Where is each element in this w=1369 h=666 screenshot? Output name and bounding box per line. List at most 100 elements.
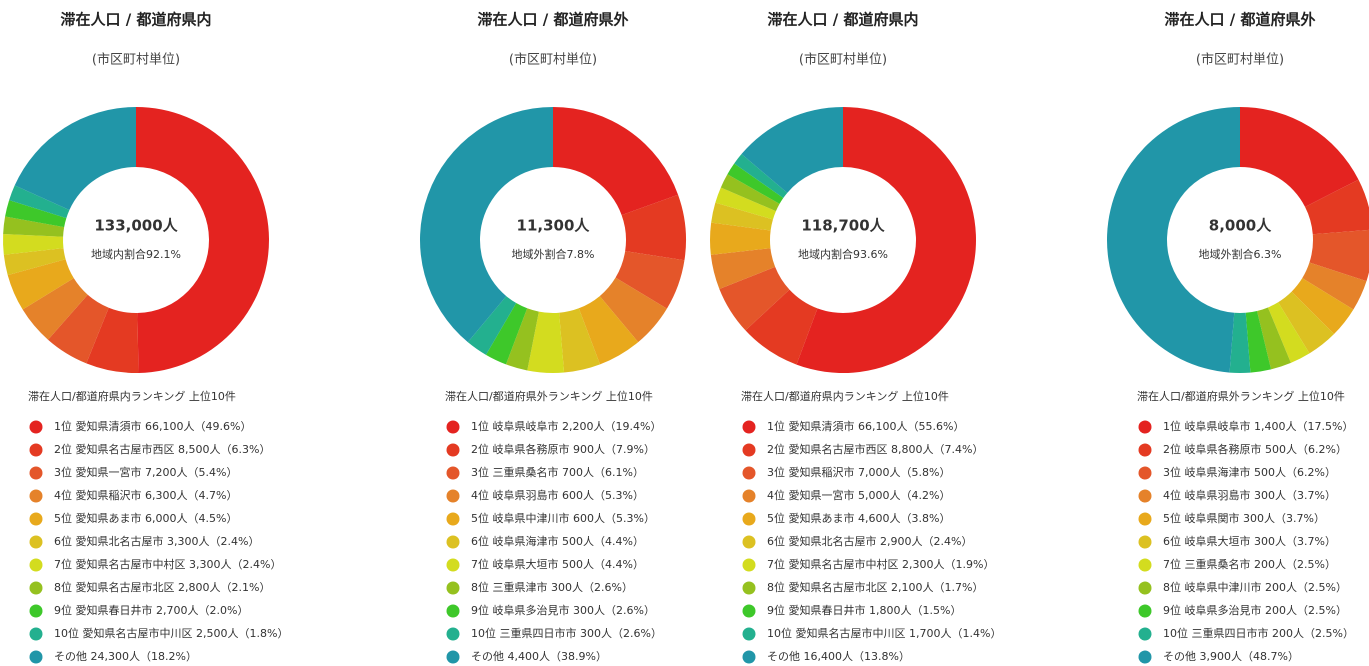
legend-entry: 4位 愛知県一宮市 5,000人（4.2%） bbox=[767, 488, 950, 502]
center-total: 133,000人 bbox=[94, 217, 178, 235]
legend-value: 200人 bbox=[1265, 604, 1297, 617]
donut-slice bbox=[615, 251, 685, 309]
legend-value: 7,000人 bbox=[858, 466, 901, 479]
legend-entry: その他 16,400人（13.8%） bbox=[767, 650, 910, 663]
legend-value: 6,300人 bbox=[145, 489, 188, 502]
legend-name: 2位 岐阜県各務原市 bbox=[1163, 442, 1262, 456]
donut-slice bbox=[745, 289, 818, 365]
legend-entry: 2位 岐阜県各務原市 900人（7.9%） bbox=[471, 442, 655, 456]
chart-title: 滞在人口 / 都道府県外 bbox=[1165, 11, 1316, 29]
legend-percent: （49.6%） bbox=[195, 420, 252, 433]
donut-slice bbox=[796, 107, 976, 373]
legend-percent: （2.5%） bbox=[1297, 604, 1347, 617]
legend-entry: 7位 岐阜県大垣市 500人（4.4%） bbox=[471, 557, 644, 571]
legend-value: 600人 bbox=[573, 512, 605, 525]
legend-entry: 8位 愛知県名古屋市北区 2,100人（1.7%） bbox=[767, 580, 983, 594]
legend-value: 300人 bbox=[551, 581, 583, 594]
legend-percent: （1.7%） bbox=[934, 581, 984, 594]
legend-entry: 2位 岐阜県各務原市 500人（6.2%） bbox=[1163, 442, 1347, 456]
legend-name: 2位 愛知県名古屋市西区 bbox=[54, 442, 175, 456]
legend-percent: （4.2%） bbox=[901, 489, 951, 502]
legend-entry: 1位 岐阜県岐阜市 2,200人（19.4%） bbox=[471, 419, 661, 433]
legend-dot bbox=[29, 512, 43, 526]
legend-percent: （6.3%） bbox=[221, 443, 271, 456]
ranking-title: 滞在人口/都道府県内ランキング 上位10件 bbox=[741, 389, 949, 403]
legend-dot bbox=[29, 535, 43, 549]
legend-value: 300人 bbox=[1254, 535, 1286, 548]
legend-dot bbox=[742, 558, 756, 572]
center-share: 地域内割合93.6% bbox=[798, 247, 888, 261]
legend-dot bbox=[446, 443, 460, 457]
legend-dot bbox=[29, 581, 43, 595]
legend-value: 300人 bbox=[580, 627, 612, 640]
legend-percent: （2.1%） bbox=[221, 581, 271, 594]
donut-slice bbox=[1302, 262, 1367, 310]
legend-dot bbox=[1138, 420, 1152, 434]
legend-value: 300人 bbox=[1254, 489, 1286, 502]
legend-entry: 10位 三重県四日市市 300人（2.6%） bbox=[471, 626, 662, 640]
donut-slice bbox=[86, 307, 139, 373]
legend-percent: （6.1%） bbox=[594, 466, 644, 479]
donut-slice bbox=[715, 187, 776, 220]
donut-slice bbox=[719, 266, 790, 331]
legend-entry: 7位 三重県桑名市 200人（2.5%） bbox=[1163, 557, 1336, 571]
legend-name: 10位 愛知県名古屋市中川区 bbox=[767, 626, 906, 640]
legend-entry: 6位 愛知県北名古屋市 2,900人（2.4%） bbox=[767, 534, 972, 548]
legend-value: 200人 bbox=[1265, 581, 1297, 594]
legend-percent: （7.4%） bbox=[934, 443, 984, 456]
legend-name: 4位 岐阜県羽島市 bbox=[1163, 488, 1251, 502]
legend-name: 1位 愛知県清須市 bbox=[767, 419, 855, 433]
donut-slice bbox=[48, 294, 109, 364]
donut-slice bbox=[505, 308, 539, 371]
legend-value: 8,800人 bbox=[891, 443, 934, 456]
legend-value: 500人 bbox=[562, 535, 594, 548]
legend-percent: （3.7%） bbox=[1286, 535, 1336, 548]
legend-entry: 5位 岐阜県関市 300人（3.7%） bbox=[1163, 511, 1325, 525]
legend-entry: 10位 三重県四日市市 200人（2.5%） bbox=[1163, 626, 1354, 640]
legend-dot bbox=[29, 466, 43, 480]
legend-entry: 7位 愛知県名古屋市中村区 2,300人（1.9%） bbox=[767, 557, 994, 571]
legend-value: 1,400人 bbox=[1254, 420, 1297, 433]
legend-entry: 1位 愛知県清須市 66,100人（49.6%） bbox=[54, 419, 251, 433]
donut-slice bbox=[621, 194, 687, 261]
legend-name: 1位 岐阜県岐阜市 bbox=[1163, 419, 1251, 433]
donut-slice bbox=[14, 107, 136, 211]
legend-percent: （2.5%） bbox=[1286, 558, 1336, 571]
legend-name: 5位 愛知県あま市 bbox=[767, 511, 855, 525]
legend-name: 5位 愛知県あま市 bbox=[54, 511, 142, 525]
legend-percent: （48.7%） bbox=[1242, 650, 1299, 663]
ranking-title: 滞在人口/都道府県内ランキング 上位10件 bbox=[28, 389, 236, 403]
legend-percent: （2.5%） bbox=[1304, 627, 1354, 640]
donut-slice bbox=[727, 163, 784, 204]
legend-entry: 10位 愛知県名古屋市中川区 1,700人（1.4%） bbox=[767, 626, 1001, 640]
legend-value: 7,200人 bbox=[145, 466, 188, 479]
legend-value: 2,700人 bbox=[156, 604, 199, 617]
donut-slice bbox=[1278, 291, 1335, 354]
legend-dot bbox=[1138, 466, 1152, 480]
legend-value: 300人 bbox=[1243, 512, 1275, 525]
legend-entry: 5位 愛知県あま市 6,000人（4.5%） bbox=[54, 511, 237, 525]
legend-dot bbox=[446, 466, 460, 480]
legend-value: 2,900人 bbox=[880, 535, 923, 548]
legend-value: 600人 bbox=[562, 489, 594, 502]
legend-percent: （5.3%） bbox=[594, 489, 644, 502]
legend-name: 5位 岐阜県中津川市 bbox=[471, 511, 570, 525]
legend-dot bbox=[446, 558, 460, 572]
legend-name: 7位 愛知県名古屋市中村区 bbox=[767, 557, 899, 571]
legend-name: 7位 三重県桑名市 bbox=[1163, 557, 1251, 571]
legend-percent: （13.8%） bbox=[853, 650, 910, 663]
donut-slice bbox=[3, 216, 65, 237]
legend-dot bbox=[1138, 512, 1152, 526]
chart-title: 滞在人口 / 都道府県外 bbox=[478, 11, 629, 29]
legend-name: 1位 愛知県清須市 bbox=[54, 419, 142, 433]
legend-dot bbox=[29, 650, 43, 664]
legend-name: 4位 愛知県稲沢市 bbox=[54, 488, 142, 502]
legend-value: 8,500人 bbox=[178, 443, 221, 456]
legend-dot bbox=[29, 627, 43, 641]
legend-value: 900人 bbox=[573, 443, 605, 456]
legend-name: 6位 愛知県北名古屋市 bbox=[767, 534, 877, 548]
legend-dot bbox=[29, 558, 43, 572]
legend-entry: 4位 岐阜県羽島市 600人（5.3%） bbox=[471, 488, 644, 502]
legend-percent: （3.7%） bbox=[1275, 512, 1325, 525]
